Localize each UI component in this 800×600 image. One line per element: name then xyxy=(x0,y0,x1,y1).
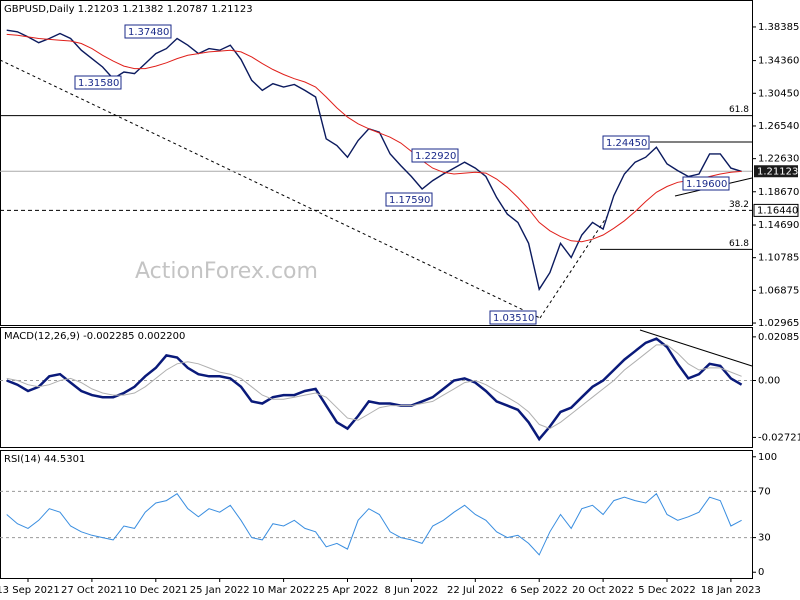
x-tick-label: 10 Dec 2021 xyxy=(124,585,188,596)
y-tick-label: 0 xyxy=(758,567,764,578)
y-tick-label: -0.027213 xyxy=(758,432,800,443)
macd-title: MACD(12,26,9) -0.002285 0.002200 xyxy=(4,331,185,342)
y-tick-label: 100 xyxy=(758,452,777,463)
y-tick-label: 1.22630 xyxy=(758,154,799,165)
y-tick-label: 1.18670 xyxy=(758,187,799,198)
last-price-label: 1.21123 xyxy=(757,166,798,177)
annotation: 1.24450 xyxy=(606,138,647,149)
series-line xyxy=(6,33,742,243)
last-price-box xyxy=(754,165,798,178)
y-tick-label: 1.02965 xyxy=(758,318,799,329)
y-tick-label: 1.06875 xyxy=(758,285,799,296)
y-tick-label: 1.14690 xyxy=(758,220,799,231)
annotation-box xyxy=(682,176,730,191)
axis-marker xyxy=(753,203,799,217)
x-tick-label: 13 Sep 2021 xyxy=(0,585,60,596)
price-panel xyxy=(0,0,753,326)
series-line xyxy=(6,337,743,442)
y-tick-label: 1.26540 xyxy=(758,121,799,132)
y-tick-label: 1.34360 xyxy=(758,56,799,67)
x-tick-label: 20 Oct 2022 xyxy=(572,585,634,596)
annotation: 1.22920 xyxy=(415,151,456,162)
annotation-box xyxy=(411,148,459,163)
x-tick-label: 6 Sep 2022 xyxy=(511,585,568,596)
y-tick-label: 1.30450 xyxy=(758,88,799,99)
fib-label: 38.2 xyxy=(729,200,749,210)
y-tick-label: 30 xyxy=(758,533,771,544)
macd-panel xyxy=(0,327,753,448)
x-tick-label: 25 Apr 2022 xyxy=(317,585,379,596)
x-tick-label: 10 Mar 2022 xyxy=(252,585,315,596)
annotation-box xyxy=(489,310,537,325)
annotation: 1.19600 xyxy=(686,179,727,190)
annotation-box xyxy=(124,24,172,39)
y-tick-label: 0.00 xyxy=(758,375,780,386)
x-tick-label: 5 Dec 2022 xyxy=(638,585,696,596)
rsi-panel xyxy=(0,450,753,579)
y-tick-label: 1.10785 xyxy=(758,253,799,264)
annotation: 1.37480 xyxy=(128,27,169,38)
fib-label: 61.8 xyxy=(729,239,749,249)
y-tick-label: 70 xyxy=(758,486,771,497)
annotation-box xyxy=(74,75,122,90)
axis-marker-label: 1.16440 xyxy=(757,205,798,216)
trend-line xyxy=(0,59,541,319)
trend-line xyxy=(539,214,609,319)
x-tick-label: 18 Jan 2023 xyxy=(701,585,761,596)
y-tick-label: 1.38385 xyxy=(758,22,799,33)
annotation: 1.03510 xyxy=(493,313,534,324)
y-tick-label: 0.020858 xyxy=(758,332,800,343)
series-line xyxy=(6,492,742,556)
x-tick-label: 8 Jun 2022 xyxy=(385,585,439,596)
x-tick-label: 25 Jan 2022 xyxy=(190,585,250,596)
watermark: ActionForex.com xyxy=(135,259,318,284)
macd-trend-line xyxy=(639,329,753,367)
rsi-title: RSI(14) 44.5301 xyxy=(4,454,85,465)
annotation-box xyxy=(385,192,433,207)
fib-label: 61.8 xyxy=(729,105,749,115)
series-line xyxy=(6,344,742,430)
annotation-box xyxy=(602,135,650,150)
x-tick-label: 27 Oct 2021 xyxy=(61,585,123,596)
x-tick-label: 22 Jul 2022 xyxy=(447,585,504,596)
price-title: GBPUSD,Daily 1.21203 1.21382 1.20787 1.2… xyxy=(4,4,253,15)
annotation: 1.31580 xyxy=(78,78,119,89)
annotation: 1.17590 xyxy=(389,195,430,206)
